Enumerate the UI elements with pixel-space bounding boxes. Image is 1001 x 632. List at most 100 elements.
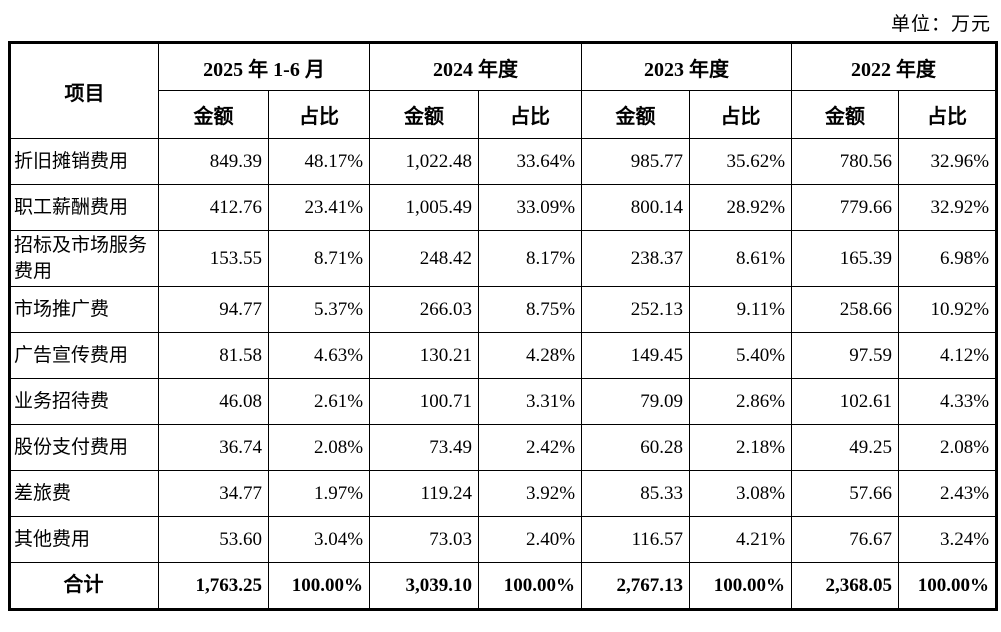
ratio-cell: 6.98% [898, 229, 998, 288]
amount-cell: 165.39 [791, 229, 900, 288]
amount-cell: 73.03 [369, 516, 480, 564]
ratio-cell: 33.64% [478, 138, 583, 185]
ratio-cell: 2.40% [478, 516, 583, 564]
amount-cell: 130.21 [369, 332, 480, 380]
amount-cell: 1,005.49 [369, 184, 480, 231]
amount-cell: 266.03 [369, 286, 480, 334]
table-row: 市场推广费 94.77 5.37% 266.03 8.75% 252.13 9.11% 258… [9, 286, 998, 334]
table-header: 项目 2025 年 1-6 月 2024 年度 2023 年度 2022 年度 … [9, 42, 998, 139]
row-label: 业务招待费 [9, 378, 159, 426]
amount-cell: 100.71 [369, 378, 480, 426]
table-row: 差旅费 34.77 1.97% 119.24 3.92% 85.33 3.08% 57.66 2… [9, 470, 998, 518]
table-row: 业务招待费 46.08 2.61% 100.71 3.31% 79.09 2.86% 102.… [9, 378, 998, 426]
amount-cell: 258.66 [791, 286, 900, 334]
table-row: 广告宣传费用 81.58 4.63% 130.21 4.28% 149.45 5.40% 97… [9, 332, 998, 380]
ratio-cell: 3.04% [267, 516, 371, 564]
ratio-cell: 2.08% [898, 424, 998, 472]
total-row: 合计 1,763.25 100.00% 3,039.10 100.00% 2,7… [9, 562, 998, 611]
amount-cell: 102.61 [791, 378, 900, 426]
ratio-cell: 8.71% [267, 229, 371, 288]
amount-cell: 34.77 [158, 470, 269, 518]
amount-cell: 779.66 [791, 184, 900, 231]
table-row: 折旧摊销费用 849.39 48.17% 1,022.48 33.64% 985.77 35… [9, 138, 998, 185]
ratio-cell: 5.37% [267, 286, 371, 334]
ratio-cell: 2.61% [267, 378, 371, 426]
period-header-2024: 2024 年度 [369, 42, 583, 91]
ratio-cell: 4.33% [898, 378, 998, 426]
amount-cell: 76.67 [791, 516, 900, 564]
total-ratio-cell: 100.00% [478, 562, 583, 611]
total-label: 合计 [9, 562, 159, 611]
amount-cell: 149.45 [581, 332, 691, 380]
subheader-amount: 金额 [369, 90, 480, 139]
amount-cell: 57.66 [791, 470, 900, 518]
column-header-item: 项目 [9, 42, 159, 139]
amount-cell: 97.59 [791, 332, 900, 380]
subheader-amount: 金额 [581, 90, 691, 139]
ratio-cell: 2.43% [898, 470, 998, 518]
total-ratio-cell: 100.00% [267, 562, 371, 611]
ratio-cell: 2.42% [478, 424, 583, 472]
total-ratio-cell: 100.00% [898, 562, 998, 611]
row-label: 折旧摊销费用 [9, 138, 159, 185]
amount-cell: 46.08 [158, 378, 269, 426]
total-ratio-cell: 100.00% [689, 562, 793, 611]
table-row: 招标及市场服务费用 153.55 8.71% 248.42 8.17% 238.37 8.6… [9, 229, 998, 288]
ratio-cell: 32.92% [898, 184, 998, 231]
ratio-cell: 4.28% [478, 332, 583, 380]
ratio-cell: 8.75% [478, 286, 583, 334]
subheader-ratio: 占比 [898, 90, 998, 139]
subheader-ratio: 占比 [267, 90, 371, 139]
ratio-cell: 9.11% [689, 286, 793, 334]
ratio-cell: 23.41% [267, 184, 371, 231]
amount-cell: 119.24 [369, 470, 480, 518]
ratio-cell: 8.61% [689, 229, 793, 288]
amount-cell: 36.74 [158, 424, 269, 472]
amount-cell: 49.25 [791, 424, 900, 472]
amount-cell: 849.39 [158, 138, 269, 185]
amount-cell: 53.60 [158, 516, 269, 564]
ratio-cell: 4.12% [898, 332, 998, 380]
total-amount-cell: 1,763.25 [158, 562, 269, 611]
table-row: 股份支付费用 36.74 2.08% 73.49 2.42% 60.28 2.18% 49.2… [9, 424, 998, 472]
ratio-cell: 3.24% [898, 516, 998, 564]
row-label: 招标及市场服务费用 [9, 229, 159, 288]
ratio-cell: 5.40% [689, 332, 793, 380]
amount-cell: 238.37 [581, 229, 691, 288]
amount-cell: 81.58 [158, 332, 269, 380]
subheader-amount: 金额 [791, 90, 900, 139]
amount-cell: 94.77 [158, 286, 269, 334]
ratio-cell: 8.17% [478, 229, 583, 288]
amount-cell: 780.56 [791, 138, 900, 185]
period-header-2022: 2022 年度 [791, 42, 998, 91]
ratio-cell: 33.09% [478, 184, 583, 231]
ratio-cell: 2.18% [689, 424, 793, 472]
ratio-cell: 1.97% [267, 470, 371, 518]
amount-cell: 85.33 [581, 470, 691, 518]
total-amount-cell: 2,767.13 [581, 562, 691, 611]
row-label: 职工薪酬费用 [9, 184, 159, 231]
ratio-cell: 35.62% [689, 138, 793, 185]
period-header-2025h1: 2025 年 1-6 月 [157, 42, 371, 91]
ratio-cell: 3.31% [478, 378, 583, 426]
ratio-cell: 2.08% [267, 424, 371, 472]
total-amount-cell: 2,368.05 [791, 562, 900, 611]
ratio-cell: 10.92% [898, 286, 998, 334]
unit-label: 单位：万元 [890, 14, 991, 35]
amount-cell: 73.49 [369, 424, 480, 472]
subheader-ratio: 占比 [689, 90, 793, 139]
period-header-2023: 2023 年度 [581, 42, 793, 91]
amount-cell: 116.57 [581, 516, 691, 564]
ratio-cell: 28.92% [689, 184, 793, 231]
table-body: 折旧摊销费用 849.39 48.17% 1,022.48 33.64% 985.77 35… [9, 138, 998, 564]
total-amount-cell: 3,039.10 [369, 562, 480, 611]
ratio-cell: 4.21% [689, 516, 793, 564]
ratio-cell: 4.63% [267, 332, 371, 380]
ratio-cell: 3.92% [478, 470, 583, 518]
table-row: 职工薪酬费用 412.76 23.41% 1,005.49 33.09% 800.14 28… [9, 184, 998, 231]
row-label: 差旅费 [9, 470, 159, 518]
row-label: 其他费用 [9, 516, 159, 564]
ratio-cell: 2.86% [689, 378, 793, 426]
amount-cell: 248.42 [369, 229, 480, 288]
amount-cell: 985.77 [581, 138, 691, 185]
